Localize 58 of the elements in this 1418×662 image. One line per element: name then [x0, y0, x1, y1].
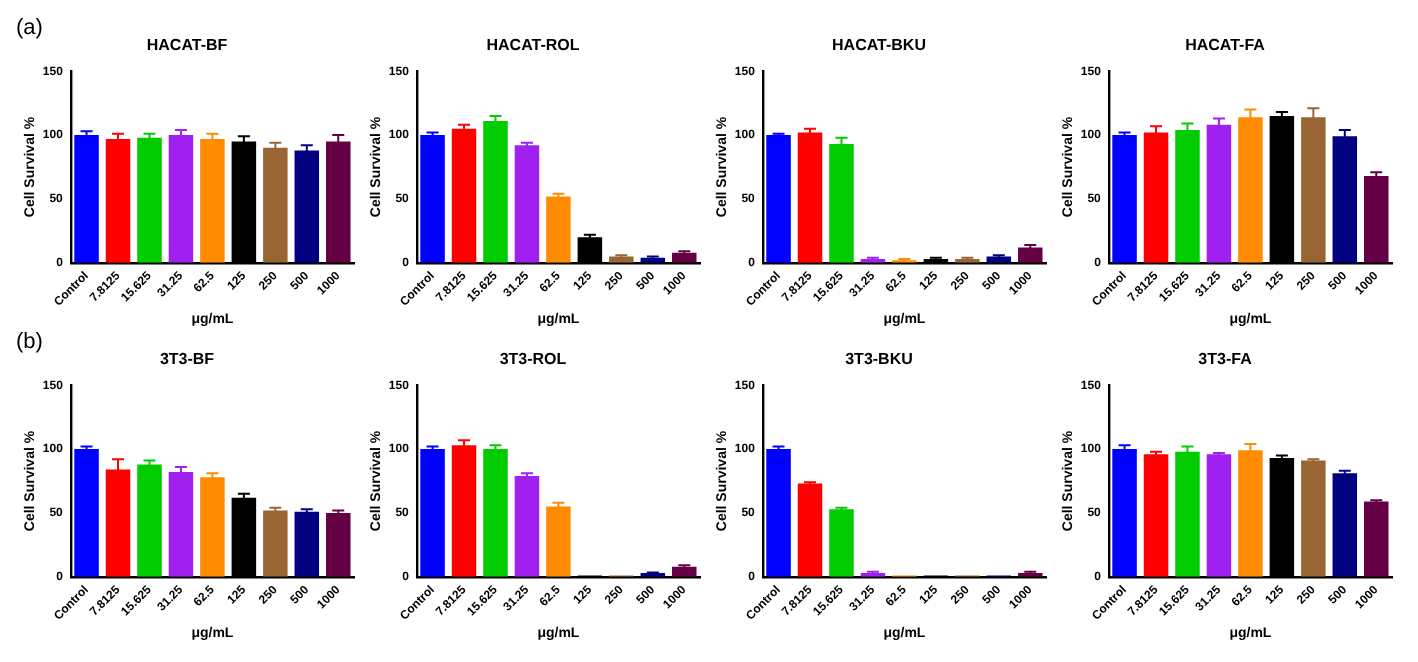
bar — [514, 475, 540, 577]
bar — [829, 144, 854, 263]
bar — [168, 135, 194, 263]
chart-title: HACAT-BF — [146, 36, 228, 55]
bar — [514, 145, 540, 263]
bar — [326, 141, 351, 263]
chart-title: HACAT-ROL — [486, 36, 580, 55]
bar — [200, 477, 225, 577]
bar — [1112, 449, 1137, 577]
bar — [1332, 136, 1358, 263]
bar — [766, 449, 791, 577]
bar — [1364, 501, 1389, 577]
bar — [263, 510, 288, 577]
bar — [326, 512, 351, 577]
bar — [1206, 124, 1232, 263]
bar — [137, 464, 162, 577]
bar — [609, 256, 634, 263]
bar — [1332, 473, 1358, 577]
text: (a) — [16, 16, 43, 40]
chart-title: 3T3-ROL — [499, 350, 567, 369]
chart-title: HACAT-FA — [1185, 36, 1266, 55]
bar — [1143, 454, 1169, 577]
bar — [294, 511, 320, 577]
text: (b) — [16, 330, 43, 354]
bar — [546, 506, 571, 577]
bar — [1112, 135, 1137, 263]
chart-title: 3T3-FA — [1198, 350, 1253, 369]
chart-title: HACAT-BKU — [832, 36, 927, 55]
bar — [1175, 129, 1200, 263]
bar — [294, 150, 320, 263]
chart-title: 3T3-BF — [159, 350, 215, 369]
bar — [797, 483, 823, 577]
bar — [168, 472, 194, 577]
bar — [483, 121, 508, 263]
bar — [797, 132, 823, 263]
bar — [263, 147, 288, 263]
bar — [1238, 117, 1263, 263]
bar — [1175, 451, 1200, 577]
bar — [200, 138, 225, 263]
bar — [451, 445, 477, 577]
bar — [1143, 132, 1169, 263]
bar — [1018, 247, 1043, 263]
bar — [546, 196, 571, 263]
bar — [1206, 454, 1232, 577]
bar — [420, 135, 445, 263]
bar — [74, 135, 99, 263]
bar — [105, 138, 131, 263]
bar — [829, 509, 854, 577]
bar — [766, 135, 791, 263]
bar — [420, 449, 445, 577]
bar — [1364, 175, 1389, 263]
bar — [1238, 450, 1263, 577]
bar — [137, 137, 162, 263]
chart-title: 3T3-BKU — [845, 350, 914, 369]
bar — [74, 449, 99, 577]
bar — [451, 128, 477, 263]
bar — [1301, 460, 1326, 577]
bar — [483, 449, 508, 577]
